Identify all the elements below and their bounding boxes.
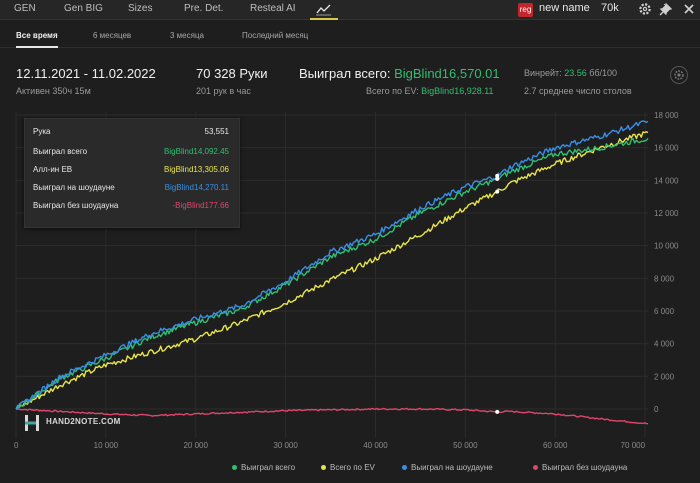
tab-sizes[interactable]: Sizes xyxy=(128,3,153,14)
hover-tooltip: Рука 53,551 Выиграл всего BigBlind14,092… xyxy=(24,118,240,228)
x-tick-label: 0 xyxy=(14,441,19,450)
period-3-months[interactable]: 3 месяца xyxy=(170,31,204,40)
hover-point-marker xyxy=(495,409,500,414)
legend-label: Выиграл всего xyxy=(241,463,296,472)
y-tick-label: 12 000 xyxy=(654,209,679,218)
x-tick-label: 50 000 xyxy=(453,441,478,450)
x-tick-label: 10 000 xyxy=(94,441,119,450)
period-tabs: Все время 6 месяцев 3 месяца Последний м… xyxy=(0,22,700,48)
pin-icon[interactable] xyxy=(659,2,673,16)
period-6-months[interactable]: 6 месяцев xyxy=(93,31,132,40)
legend-item-showdown[interactable]: Выиграл на шоудауне xyxy=(402,463,493,475)
y-tick-label: 6 000 xyxy=(654,307,675,316)
close-icon[interactable] xyxy=(682,2,696,16)
tooltip-value: -BigBlind177.66 xyxy=(172,201,229,210)
reg-badge: reg xyxy=(518,3,533,17)
tooltip-row-non-showdown: Выиграл без шоудауна -BigBlind177.66 xyxy=(33,197,229,215)
legend-label: Выиграл на шоудауне xyxy=(411,463,493,472)
hands-count: 70 328 Руки xyxy=(196,66,268,81)
winrate: Винрейт: 23.56 бб/100 xyxy=(524,68,617,78)
legend-dot xyxy=(232,465,237,471)
legend-dot xyxy=(402,465,407,471)
tab-gen[interactable]: GEN xyxy=(14,3,36,14)
x-tick-label: 70 000 xyxy=(621,441,646,450)
ev-total: Всего по EV: BigBlind16,928.11 xyxy=(366,86,494,96)
hand2note-logo: HAND2NOTE.COM xyxy=(24,414,120,432)
tables-avg: 2.7 среднее число столов xyxy=(524,86,632,96)
tooltip-row-showdown: Выиграл на шоудауне BigBlind14,270.11 xyxy=(33,179,229,197)
chart-settings-icon[interactable] xyxy=(670,66,688,84)
tooltip-value: BigBlind14,270.11 xyxy=(164,183,229,192)
winrate-label: Винрейт: xyxy=(524,68,562,78)
tooltip-label: Выиграл на шоудауне xyxy=(33,183,115,192)
legend-label: Всего по EV xyxy=(330,463,375,472)
won-total: Выиграл всего: BigBlind16,570.01 xyxy=(299,66,500,81)
y-tick-label: 14 000 xyxy=(654,176,679,185)
tooltip-label: Выиграл без шоудауна xyxy=(33,201,119,210)
tooltip-hand-label: Рука xyxy=(33,127,51,136)
tooltip-row-allin-ev: Алл-ин EB BigBlind13,305.06 xyxy=(33,161,229,179)
legend-label: Выиграл без шоудауна xyxy=(542,463,628,472)
legend-item-won-total[interactable]: Выиграл всего xyxy=(232,463,295,475)
x-tick-label: 20 000 xyxy=(183,441,208,450)
winrate-value: 23.56 xyxy=(564,68,587,78)
legend-dot xyxy=(321,465,326,471)
tab-resteal-ai[interactable]: Resteal AI xyxy=(250,3,296,14)
tooltip-label: Алл-ин EB xyxy=(33,165,73,174)
legend-item-non-showdown[interactable]: Выиграл без шоудауна xyxy=(533,463,627,475)
x-tick-label: 40 000 xyxy=(363,441,388,450)
top-nav: GEN Gen BIG Sizes Pre. Det. Resteal AI r… xyxy=(0,0,700,20)
date-range: 12.11.2021 - 11.02.2022 xyxy=(16,66,156,81)
hand2note-logo-text: HAND2NOTE.COM xyxy=(46,417,121,426)
hands-per-hour: 201 рук в час xyxy=(196,86,251,96)
won-total-value: BigBlind16,570.01 xyxy=(394,66,500,81)
chart-markers xyxy=(495,173,500,414)
y-tick-label: 10 000 xyxy=(654,242,679,251)
user-name[interactable]: new name xyxy=(539,2,590,14)
tooltip-hand-value: 53,551 xyxy=(204,127,229,136)
y-tick-label: 4 000 xyxy=(654,340,675,349)
ev-total-label: Всего по EV: xyxy=(366,86,419,96)
bank-amount[interactable]: 70k xyxy=(601,2,619,14)
hover-point-marker xyxy=(495,173,500,178)
tooltip-label: Выиграл всего xyxy=(33,147,88,156)
winrate-unit: бб/100 xyxy=(589,68,618,78)
period-last-month[interactable]: Последний месяц xyxy=(242,31,309,40)
hover-point-marker xyxy=(495,176,500,181)
hover-point-marker xyxy=(495,189,500,194)
tab-gen-big[interactable]: Gen BIG xyxy=(64,3,103,14)
x-tick-label: 60 000 xyxy=(543,441,568,450)
tab-pre-det[interactable]: Pre. Det. xyxy=(184,3,224,14)
ev-total-value: BigBlind16,928.11 xyxy=(421,86,494,96)
x-axis-ticks: 0 10 000 20 000 30 000 40 000 50 000 60 000 70 … xyxy=(14,441,646,450)
active-time: Активен 350ч 15м xyxy=(16,86,91,96)
y-tick-label: 16 000 xyxy=(654,144,679,153)
hand2note-logo-icon xyxy=(25,415,39,431)
y-tick-label: 18 000 xyxy=(654,111,679,120)
legend-item-ev[interactable]: Всего по EV xyxy=(321,463,375,475)
tooltip-value: BigBlind13,305.06 xyxy=(164,165,229,174)
y-tick-label: 0 xyxy=(654,405,659,414)
tooltip-row-won-total: Выиграл всего BigBlind14,092.45 xyxy=(33,143,229,161)
tooltip-value: BigBlind14,092.45 xyxy=(164,147,229,156)
y-tick-label: 8 000 xyxy=(654,274,675,283)
y-axis-ticks: 0 2 000 4 000 6 000 8 000 10 000 12 000 14 000 1… xyxy=(654,111,679,414)
tooltip-hand-row: Рука 53,551 xyxy=(33,123,229,141)
tab-graph-chart-icon[interactable] xyxy=(310,0,338,20)
y-tick-label: 2 000 xyxy=(654,372,675,381)
period-all-time[interactable]: Все время xyxy=(16,31,58,48)
won-total-label: Выиграл всего: xyxy=(299,66,391,81)
legend-dot xyxy=(533,465,538,471)
gear-icon[interactable] xyxy=(638,2,652,16)
x-tick-label: 30 000 xyxy=(273,441,298,450)
